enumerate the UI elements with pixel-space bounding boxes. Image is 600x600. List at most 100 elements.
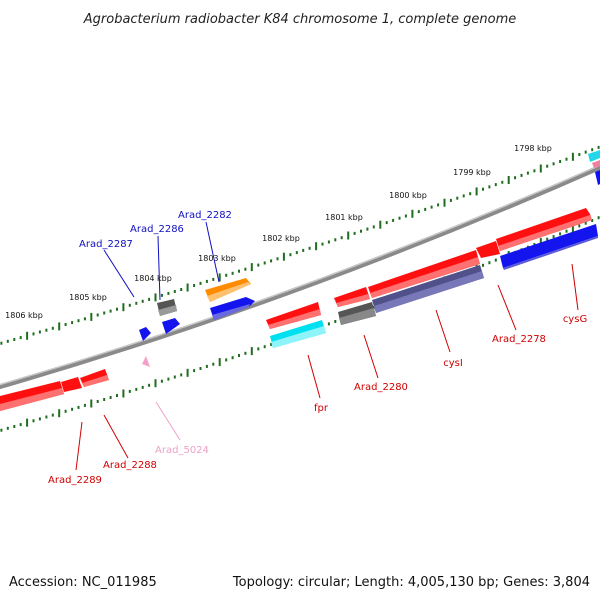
- outer-scale-tick: [276, 257, 279, 261]
- reverse-genes: [0, 208, 592, 411]
- inner-scale-tick: [90, 399, 93, 408]
- inner-scale-tick: [212, 362, 215, 366]
- outer-scale-tick: [109, 309, 112, 313]
- inner-scale-tick: [96, 400, 99, 403]
- outer-scale-tick: [135, 301, 138, 305]
- outer-scale-tick: [263, 261, 266, 265]
- label-arad-2287[interactable]: Arad_2287: [79, 239, 133, 250]
- outer-scale-tick: [83, 317, 86, 321]
- gene-labels: Arad_2282 Arad_2286 Arad_2287 fpr Arad_2…: [48, 210, 587, 486]
- inner-scale-tick: [154, 379, 157, 388]
- inner-scale-tick: [584, 221, 587, 225]
- label-arad-2280[interactable]: Arad_2280: [354, 382, 408, 393]
- outer-scale-tick: [103, 311, 106, 315]
- accession-text: Accession: NC_011985: [9, 575, 157, 590]
- outer-scale-tick: [584, 150, 587, 154]
- inner-scale-tick: [334, 320, 337, 323]
- outer-scale-tick: [462, 194, 465, 198]
- scale-label-1806: 1806 kbp: [5, 311, 43, 320]
- outer-scale-tick: [449, 198, 452, 202]
- outer-scale-tick: [315, 242, 318, 251]
- outer-scale-tick: [533, 169, 536, 173]
- outer-scale-tick: [475, 187, 478, 196]
- scale-label-1798: 1798 kbp: [514, 144, 552, 153]
- inner-scale-tick: [231, 356, 234, 360]
- outer-scale-tick: [193, 284, 196, 287]
- outer-scale-tick: [578, 153, 581, 156]
- inner-scale-tick: [244, 351, 247, 355]
- inner-scale-tick: [578, 224, 581, 228]
- label-cysi[interactable]: cysI: [443, 358, 463, 369]
- inner-scale-tick: [83, 403, 86, 407]
- gene-arad-2287[interactable]: [139, 327, 151, 341]
- inner-scale-tick: [539, 237, 542, 246]
- inner-scale-tick: [565, 229, 568, 233]
- inner-scale-tick: [559, 232, 562, 236]
- outer-scale-tick: [327, 240, 330, 244]
- outer-scale-tick: [424, 207, 427, 211]
- gene-arad-2278[interactable]: [476, 241, 500, 258]
- outer-scale-tick: [26, 331, 29, 340]
- label-arad-2288[interactable]: Arad_2288: [103, 460, 157, 471]
- inner-scale-tick: [64, 409, 67, 413]
- outer-scale-tick: [173, 290, 176, 293]
- label-arad-2282[interactable]: Arad_2282: [178, 210, 232, 221]
- label-arad-5024[interactable]: Arad_5024: [155, 445, 209, 456]
- outer-scale-tick: [122, 303, 125, 312]
- outer-scale-tick: [430, 205, 433, 209]
- outer-scale-tick: [456, 196, 459, 200]
- outer-scale-tick: [116, 307, 118, 311]
- gene-blue-right[interactable]: [500, 224, 598, 268]
- label-arad-2278[interactable]: Arad_2278: [492, 334, 546, 345]
- inner-scale-tick: [71, 407, 74, 411]
- outer-scale-tick: [257, 263, 260, 267]
- scale-label-1805: 1805 kbp: [69, 293, 107, 302]
- scale-label-1804: 1804 kbp: [134, 274, 172, 283]
- outer-scale-tick: [353, 231, 356, 235]
- inner-scale-tick: [546, 237, 549, 241]
- outer-scale-tick: [244, 267, 247, 271]
- outer-scale-tick: [205, 279, 208, 283]
- gene-blue-small-a[interactable]: [162, 318, 180, 334]
- label-arad-2289[interactable]: Arad_2289: [48, 475, 102, 486]
- outer-scale-tick: [526, 171, 529, 175]
- outer-scale-tick: [334, 238, 337, 242]
- outer-scale-tick: [180, 288, 183, 291]
- outer-scale-tick: [250, 263, 253, 272]
- outer-scale-tick: [488, 185, 491, 189]
- outer-scale-tick: [546, 164, 549, 168]
- inner-scale-tick: [372, 305, 375, 309]
- label-cysg[interactable]: cysG: [563, 314, 587, 325]
- outer-scale-tick: [443, 198, 446, 207]
- backbone-highlight: [0, 164, 600, 386]
- label-fpr[interactable]: fpr: [314, 403, 329, 414]
- gene-arad-5024[interactable]: [142, 356, 150, 367]
- inner-scale-tick: [167, 377, 170, 381]
- inner-scale-tick: [45, 415, 48, 419]
- outer-scale-tick: [571, 152, 574, 161]
- outer-scale-tick: [417, 210, 420, 214]
- outer-scale-tick: [128, 303, 131, 307]
- gene-partial-pink[interactable]: [592, 160, 600, 168]
- outer-scale-tick: [212, 277, 215, 281]
- inner-scale-tick: [160, 379, 163, 383]
- gene-partial-blue[interactable]: [595, 170, 600, 185]
- outer-scale-tick: [565, 157, 568, 161]
- inner-scale-tick: [26, 418, 29, 427]
- outer-scale-tick: [148, 297, 151, 301]
- inner-scale-tick: [218, 358, 221, 367]
- gene-arad-2289[interactable]: [61, 377, 82, 392]
- scale-label-1802: 1802 kbp: [262, 234, 300, 243]
- backbone-line: [0, 164, 600, 390]
- outer-scale-tick: [507, 176, 510, 184]
- inner-scale-tick: [135, 387, 138, 391]
- outer-scale-tick: [366, 227, 369, 231]
- inner-scale-tick: [238, 354, 240, 357]
- label-arad-2286[interactable]: Arad_2286: [130, 224, 184, 235]
- inner-scale-tick: [51, 413, 54, 417]
- label-leaders: [75, 221, 579, 471]
- inner-scale-tick: [180, 373, 183, 377]
- inner-scale-tick: [533, 243, 536, 246]
- gene-partial-cyan[interactable]: [588, 150, 600, 162]
